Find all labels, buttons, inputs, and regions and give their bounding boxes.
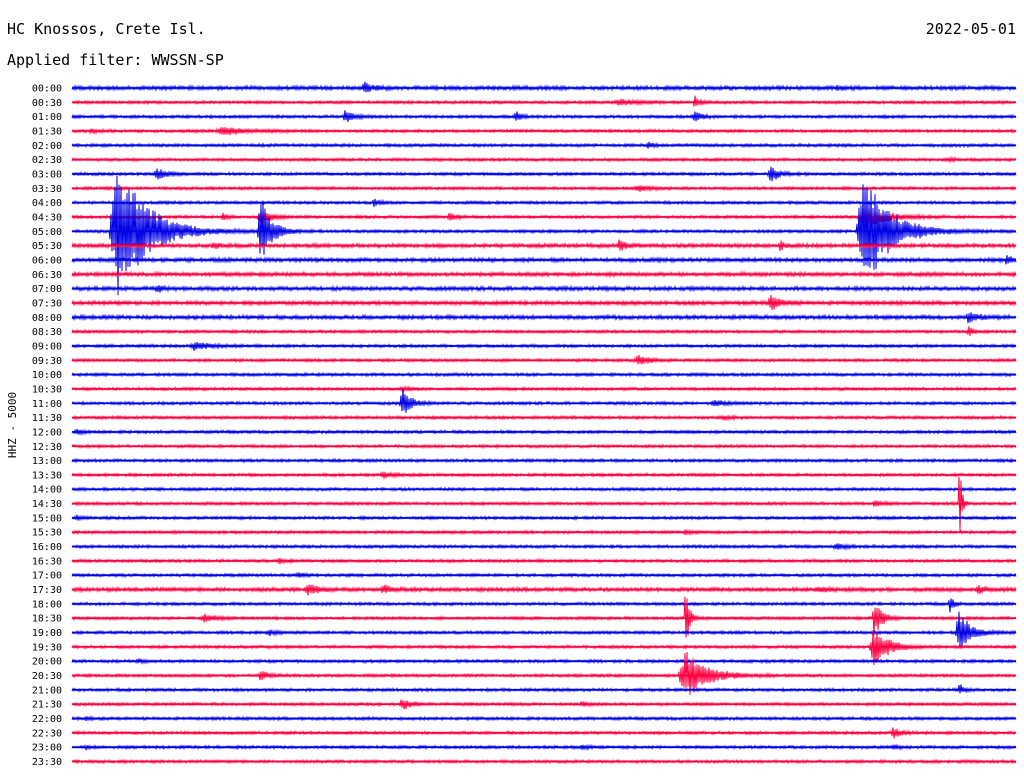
time-label: 03:00 (32, 169, 62, 180)
time-label: 20:30 (32, 671, 62, 682)
time-label: 15:00 (32, 513, 62, 524)
filter-label: Applied filter: WWSSN-SP (7, 51, 224, 69)
time-label: 07:00 (32, 284, 62, 295)
station-title: HC Knossos, Crete Isl. (7, 20, 206, 38)
time-label: 22:30 (32, 728, 62, 739)
time-labels: 00:00 00:30 01:00 01:30 02:00 02:30 03:00 03:30… (32, 84, 62, 769)
trace-row (71, 81, 1017, 93)
trace-row (71, 684, 1017, 694)
time-label: 13:30 (32, 470, 62, 481)
time-label: 02:30 (32, 155, 62, 166)
time-label: 08:00 (32, 313, 62, 324)
time-label: 14:00 (32, 485, 62, 496)
time-label: 17:30 (32, 585, 62, 596)
time-label: 09:00 (32, 341, 62, 352)
time-label: 04:00 (32, 198, 62, 209)
time-label: 07:30 (32, 298, 62, 309)
time-label: 06:00 (32, 255, 62, 266)
time-label: 12:00 (32, 427, 62, 438)
time-label: 05:00 (32, 227, 62, 238)
time-label: 21:30 (32, 700, 62, 711)
trace-row (71, 95, 1017, 107)
channel-label: HHZ - 5000 (6, 392, 19, 458)
time-label: 03:30 (32, 184, 62, 195)
time-label: 22:00 (32, 714, 62, 725)
trace-row (71, 476, 1017, 533)
time-label: 17:00 (32, 571, 62, 582)
time-label: 20:00 (32, 657, 62, 668)
time-label: 10:00 (32, 370, 62, 381)
time-label: 13:00 (32, 456, 62, 467)
time-label: 04:30 (32, 212, 62, 223)
time-label: 23:30 (32, 757, 62, 768)
time-label: 15:30 (32, 528, 62, 539)
time-label: 14:30 (32, 499, 62, 510)
time-label: 02:00 (32, 141, 62, 152)
trace-row (71, 598, 1017, 613)
time-label: 01:00 (32, 112, 62, 123)
time-label: 16:00 (32, 542, 62, 553)
time-label: 18:00 (32, 599, 62, 610)
time-label: 01:30 (32, 126, 62, 137)
time-label: 10:30 (32, 384, 62, 395)
time-label: 06:30 (32, 270, 62, 281)
time-label: 19:00 (32, 628, 62, 639)
time-label: 11:00 (32, 399, 62, 410)
time-label: 09:30 (32, 356, 62, 367)
time-label: 12:30 (32, 442, 62, 453)
time-label: 11:30 (32, 413, 62, 424)
date-label: 2022-05-01 (925, 20, 1016, 38)
seismic-traces (71, 81, 1017, 765)
time-label: 19:30 (32, 642, 62, 653)
time-label: 00:30 (32, 98, 62, 109)
time-label: 08:30 (32, 327, 62, 338)
time-label: 00:00 (32, 84, 62, 95)
time-label: 16:30 (32, 556, 62, 567)
time-label: 05:30 (32, 241, 62, 252)
time-label: 21:00 (32, 685, 62, 696)
trace-row (71, 388, 1017, 413)
time-label: 18:30 (32, 614, 62, 625)
time-label: 23:00 (32, 743, 62, 754)
